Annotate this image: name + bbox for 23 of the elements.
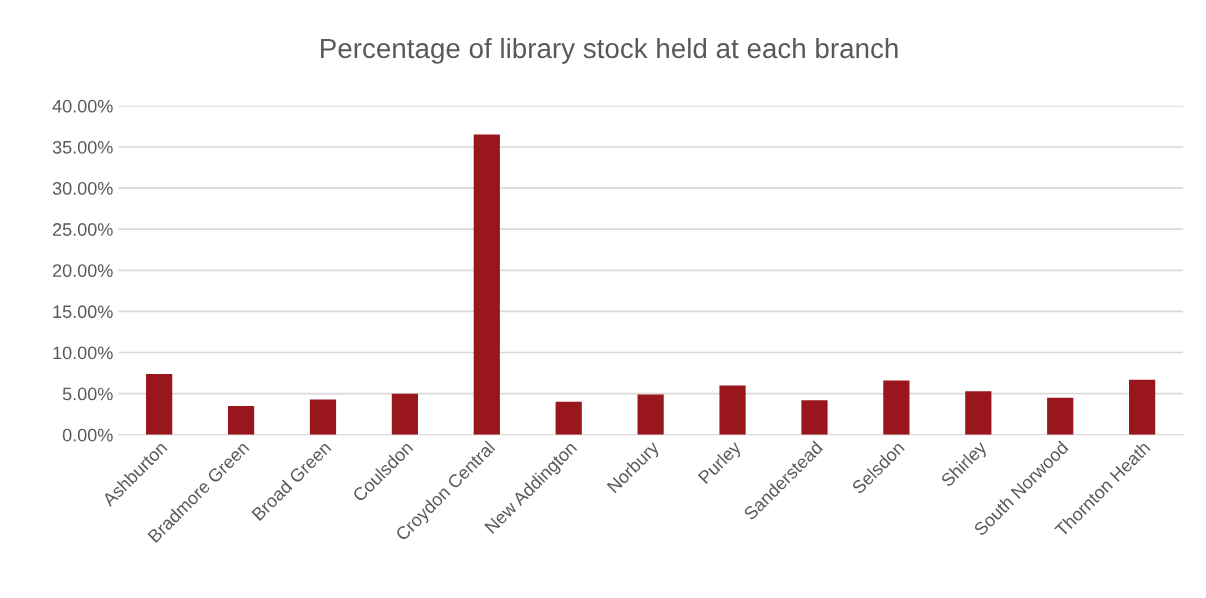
bar	[965, 391, 992, 435]
bar	[391, 393, 418, 435]
chart-title: Percentage of library stock held at each branch	[321, 37, 898, 64]
bar	[801, 400, 828, 435]
y-tick-label: 40.00%	[52, 99, 113, 113]
bar	[637, 394, 664, 435]
y-tick-label: 0.00%	[62, 428, 113, 442]
y-tick-label: 35.00%	[52, 140, 113, 154]
bar	[883, 380, 910, 435]
bar	[227, 405, 255, 435]
bar	[146, 373, 173, 435]
bar	[719, 385, 746, 435]
y-tick-label: 25.00%	[53, 223, 113, 236]
bar	[555, 401, 582, 435]
bar	[473, 134, 500, 435]
y-tick-label: 10.00%	[53, 346, 113, 360]
y-tick-label: 20.00%	[53, 264, 113, 278]
y-tick-label: 15.00%	[53, 305, 113, 319]
bar	[309, 399, 337, 435]
bar	[1129, 379, 1156, 435]
y-tick-label: 5.00%	[62, 387, 113, 401]
y-tick-label: 30.00%	[52, 182, 113, 195]
bar	[1047, 397, 1074, 435]
